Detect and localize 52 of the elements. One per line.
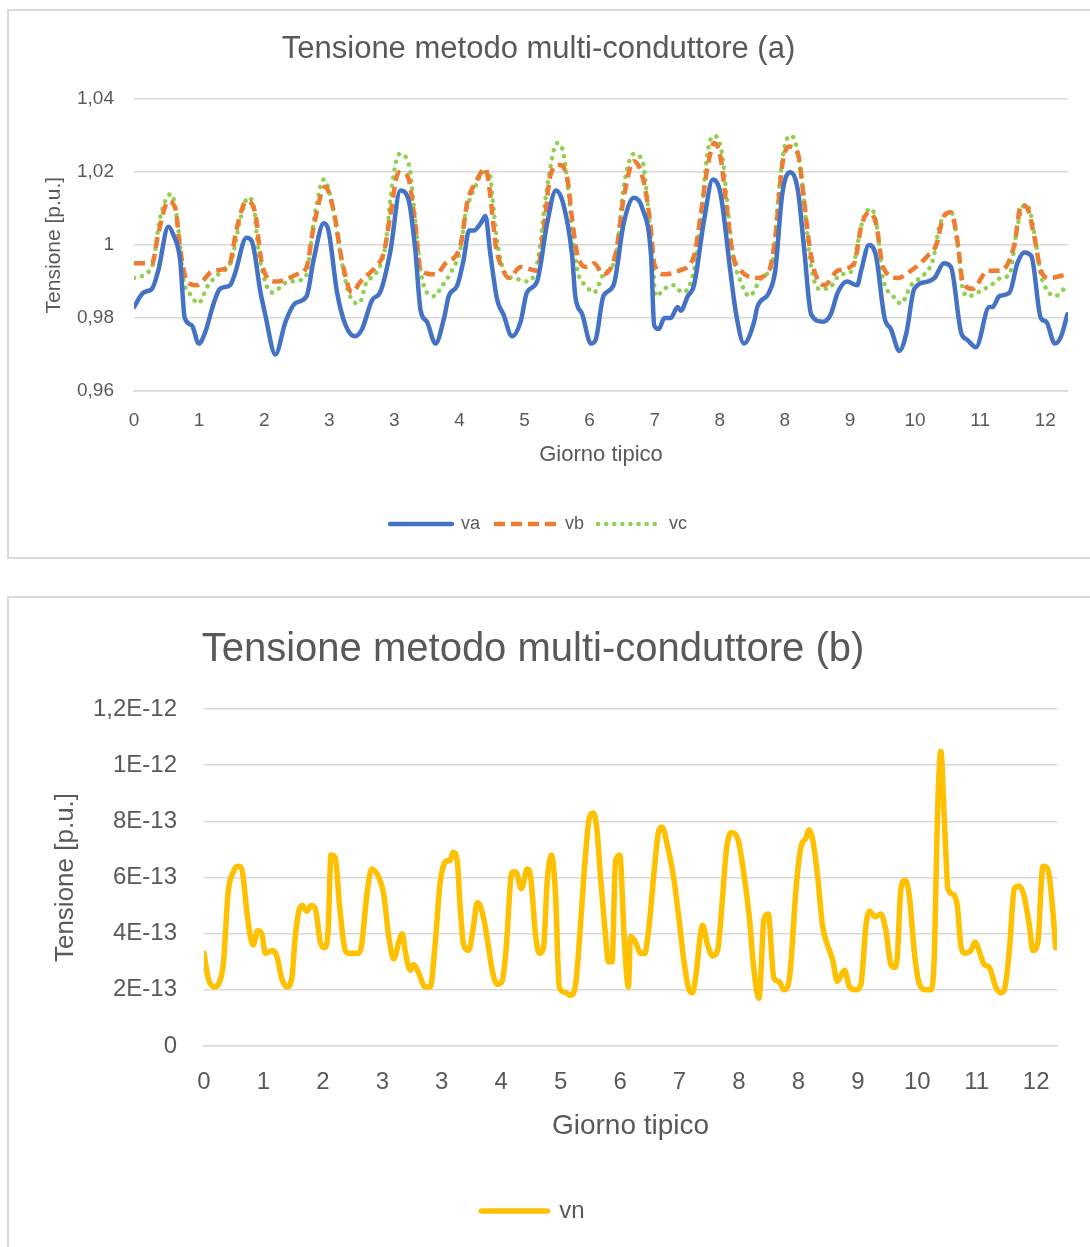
line-series — [134, 169, 1068, 357]
y-tick-label: 0 — [163, 1030, 177, 1058]
x-tick-label: 12 — [1022, 1067, 1050, 1095]
x-tick-label: 6 — [613, 1067, 627, 1095]
x-tick-label: 9 — [844, 408, 856, 430]
chart-title: Tensione metodo multi-conduttore (b) — [201, 625, 865, 670]
x-tick-label: 3 — [389, 408, 400, 430]
x-tick-label: 4 — [454, 408, 466, 430]
x-tick-label: 11 — [964, 1067, 990, 1095]
y-tick-label: 6E-13 — [112, 862, 177, 890]
y-tick-label: 0,96 — [77, 379, 114, 401]
legend-label: vn — [559, 1195, 585, 1223]
x-axis-title: Giorno tipico — [551, 1108, 710, 1140]
y-tick-label: 1,04 — [77, 87, 115, 109]
x-tick-label: 2 — [258, 408, 270, 430]
y-tick-label: 8E-13 — [112, 805, 177, 833]
x-tick-label: 0 — [197, 1067, 211, 1095]
chart-title: Tensione metodo multi-conduttore (a) — [281, 30, 796, 66]
x-tick-label: 1 — [256, 1067, 271, 1095]
x-tick-label: 1 — [193, 408, 205, 430]
y-axis-title: Tensione [p.u.] — [41, 176, 65, 314]
x-tick-label: 4 — [494, 1067, 508, 1095]
x-tick-label: 3 — [323, 408, 335, 430]
x-tick-label: 8 — [779, 408, 791, 430]
x-tick-label: 6 — [584, 408, 595, 430]
x-tick-label: 12 — [1034, 408, 1056, 430]
y-tick-label: 1 — [103, 233, 114, 255]
y-tick-label: 1E-12 — [112, 749, 177, 777]
x-tick-label: 8 — [714, 408, 726, 430]
x-tick-label: 8 — [732, 1067, 746, 1095]
y-axis-title: Tensione [p.u.] — [48, 792, 79, 963]
y-tick-label: 4E-13 — [112, 918, 177, 946]
x-tick-label: 7 — [649, 408, 660, 430]
x-tick-label: 11 — [970, 408, 990, 430]
legend-label: vb — [565, 512, 585, 533]
x-tick-label: 2 — [316, 1067, 330, 1095]
y-tick-label: 1,2E-12 — [92, 693, 177, 721]
legend-label: vc — [669, 512, 688, 533]
x-tick-label: 8 — [791, 1067, 806, 1095]
x-tick-label: 9 — [851, 1067, 865, 1095]
x-tick-label: 5 — [519, 408, 530, 430]
y-tick-label: 2E-13 — [112, 974, 177, 1002]
x-tick-label: 10 — [903, 1067, 931, 1095]
x-tick-label: 3 — [435, 1067, 449, 1095]
x-tick-label: 10 — [904, 408, 926, 430]
x-tick-label: 5 — [553, 1067, 568, 1095]
x-tick-label: 3 — [375, 1067, 390, 1095]
legend-label: va — [460, 512, 481, 533]
x-axis-title: Giorno tipico — [539, 440, 663, 466]
y-tick-label: 0,98 — [77, 306, 114, 328]
y-tick-label: 1,02 — [77, 160, 114, 182]
x-tick-label: 7 — [672, 1067, 687, 1095]
